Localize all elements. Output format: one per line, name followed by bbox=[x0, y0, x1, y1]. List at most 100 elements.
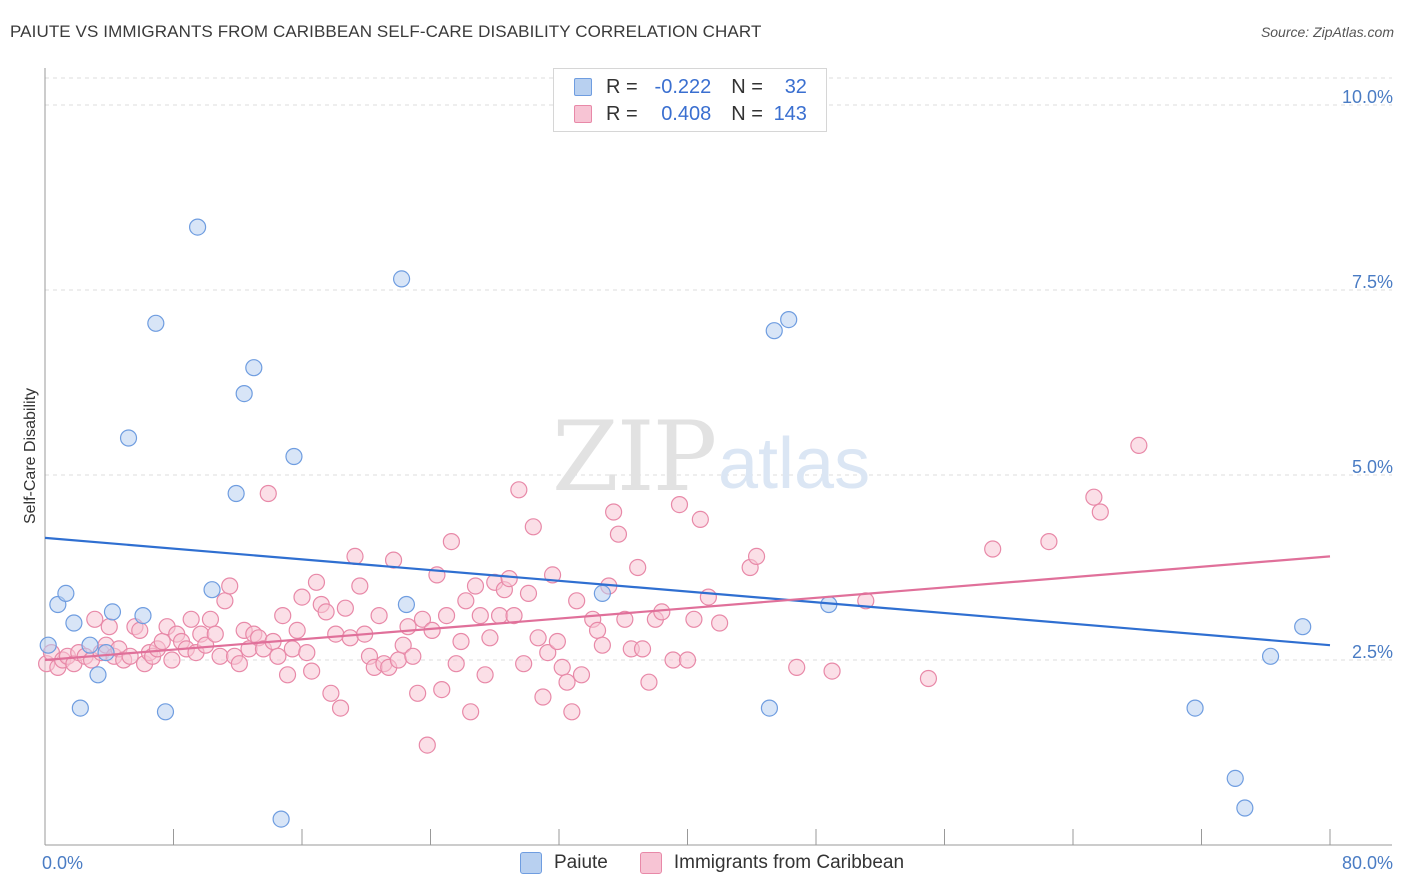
caribbean-point bbox=[572, 666, 591, 684]
caribbean-point bbox=[274, 606, 292, 625]
legend-item-paiute: Paiute bbox=[520, 852, 608, 874]
caribbean-point bbox=[471, 606, 489, 625]
paiute-points bbox=[39, 218, 1312, 828]
paiute-point bbox=[39, 636, 57, 654]
caribbean-point bbox=[293, 588, 311, 606]
caribbean-point bbox=[481, 629, 499, 647]
y-tick-labels: 2.5% 5.0% 7.5% 10.0% bbox=[1342, 87, 1393, 662]
paiute-point bbox=[780, 311, 798, 329]
caribbean-point bbox=[519, 584, 538, 603]
legend-row-caribbean: R = 0.408 N = 143 bbox=[574, 103, 807, 125]
caribbean-point bbox=[616, 610, 634, 628]
chart-title: PAIUTE VS IMMIGRANTS FROM CARIBBEAN SELF… bbox=[10, 22, 762, 41]
paiute-point bbox=[134, 606, 152, 625]
caribbean-point bbox=[691, 510, 709, 529]
caribbean-point bbox=[629, 558, 647, 577]
y-tick-label: 5.0% bbox=[1352, 457, 1393, 477]
caribbean-point bbox=[788, 658, 806, 677]
caribbean-point bbox=[633, 640, 652, 658]
y-tick-label: 10.0% bbox=[1342, 87, 1393, 107]
caribbean-swatch bbox=[574, 105, 592, 123]
caribbean-point bbox=[685, 610, 703, 628]
caribbean-point bbox=[466, 577, 485, 595]
caribbean-point bbox=[500, 569, 518, 588]
caribbean-point bbox=[433, 680, 451, 699]
caribbean-point bbox=[539, 643, 557, 662]
caribbean-point bbox=[423, 621, 441, 640]
source-label: Source: ZipAtlas.com bbox=[1260, 24, 1394, 40]
paiute-point bbox=[760, 699, 779, 717]
x-tick-labels: 0.0% 80.0% bbox=[42, 853, 1393, 873]
caribbean-point bbox=[221, 577, 239, 595]
caribbean-point bbox=[476, 666, 494, 684]
caribbean-point bbox=[394, 636, 412, 654]
caribbean-point bbox=[548, 632, 566, 651]
correlation-legend: R = -0.222 N = 32 R = 0.408 N = 143 bbox=[553, 68, 827, 132]
caribbean-point bbox=[322, 684, 340, 702]
caribbean-point bbox=[216, 592, 234, 610]
paiute-point bbox=[203, 581, 221, 599]
paiute-point bbox=[1261, 647, 1280, 665]
caribbean-point bbox=[664, 651, 682, 669]
paiute-point bbox=[147, 314, 165, 332]
caribbean-point bbox=[563, 703, 581, 721]
caribbean-point bbox=[418, 736, 436, 754]
caribbean-point bbox=[331, 699, 350, 717]
paiute-point bbox=[272, 810, 290, 828]
legend-r-value: -0.222 bbox=[654, 75, 712, 98]
caribbean-point bbox=[131, 621, 149, 640]
trend-lines bbox=[44, 536, 1331, 662]
paiute-point bbox=[593, 584, 611, 603]
caribbean-point bbox=[351, 577, 369, 595]
caribbean-point bbox=[605, 503, 623, 521]
caribbean-point bbox=[711, 614, 729, 632]
legend-label-caribbean: Immigrants from Caribbean bbox=[673, 852, 905, 873]
caribbean-trend-line bbox=[44, 555, 1331, 662]
paiute-point bbox=[71, 699, 89, 717]
watermark-zip: ZIP bbox=[552, 401, 715, 513]
paiute-point bbox=[89, 666, 107, 684]
caribbean-point bbox=[211, 647, 229, 665]
caribbean-point bbox=[298, 643, 316, 662]
caribbean-point bbox=[303, 662, 321, 680]
caribbean-points bbox=[38, 436, 1148, 754]
paiute-swatch bbox=[520, 852, 542, 874]
caribbean-point bbox=[447, 655, 465, 673]
caribbean-point bbox=[100, 618, 118, 636]
paiute-point bbox=[397, 595, 416, 614]
paiute-point bbox=[188, 218, 207, 236]
caribbean-point bbox=[413, 610, 432, 628]
caribbean-point bbox=[823, 662, 841, 680]
paiute-point bbox=[1236, 799, 1254, 817]
paiute-trend-line bbox=[44, 536, 1331, 647]
caribbean-point bbox=[670, 496, 689, 514]
caribbean-point bbox=[1085, 488, 1103, 506]
caribbean-point bbox=[121, 647, 139, 665]
legend-n-label: N = bbox=[731, 102, 763, 125]
paiute-point bbox=[235, 385, 253, 403]
caribbean-point bbox=[529, 629, 547, 647]
caribbean-point bbox=[197, 636, 215, 654]
paiute-point bbox=[119, 429, 138, 447]
paiute-point bbox=[57, 584, 75, 603]
caribbean-point bbox=[558, 673, 576, 691]
caribbean-point bbox=[588, 621, 607, 640]
series-legend: Paiute Immigrants from Caribbean bbox=[520, 852, 936, 874]
legend-n-value: 32 bbox=[784, 75, 807, 98]
caribbean-point bbox=[370, 606, 388, 625]
caribbean-point bbox=[640, 673, 658, 691]
caribbean-point bbox=[442, 532, 460, 551]
legend-r-label: R = bbox=[606, 102, 638, 125]
paiute-point bbox=[1294, 618, 1312, 636]
caribbean-swatch bbox=[639, 852, 662, 874]
legend-r-label: R = bbox=[606, 75, 638, 98]
paiute-point bbox=[65, 614, 83, 632]
caribbean-point bbox=[553, 658, 571, 677]
caribbean-point bbox=[984, 540, 1002, 558]
paiute-point bbox=[765, 322, 783, 340]
caribbean-point bbox=[505, 606, 523, 625]
paiute-point bbox=[1186, 699, 1204, 717]
y-tick-label: 7.5% bbox=[1352, 272, 1393, 292]
caribbean-point bbox=[747, 547, 766, 566]
